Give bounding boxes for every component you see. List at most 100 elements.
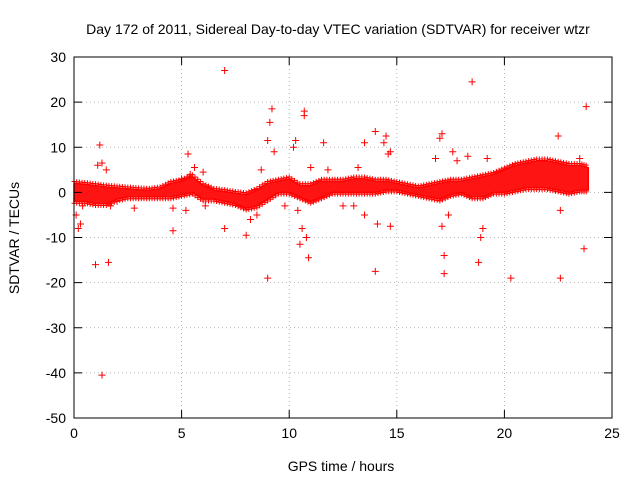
band-edge-marker	[168, 196, 174, 202]
band-edge-marker	[294, 195, 300, 201]
data-points	[72, 67, 590, 379]
y-tick-label: -50	[46, 410, 66, 426]
data-point	[270, 148, 278, 156]
band-edge-marker	[267, 196, 273, 202]
band-edge-marker	[171, 178, 177, 184]
chart-title: Day 172 of 2011, Sidereal Day-to-day VTE…	[86, 21, 590, 37]
band-edge-marker	[370, 176, 376, 182]
band-edge-marker	[305, 199, 311, 205]
band-edge-marker	[461, 192, 467, 198]
band-edge-marker	[246, 206, 252, 212]
band-edge-marker	[431, 197, 437, 203]
band-edge-marker	[254, 205, 260, 211]
band-edge-marker	[415, 193, 421, 199]
band-edge-marker	[345, 175, 351, 181]
data-point	[475, 258, 483, 266]
band-edge-marker	[558, 189, 564, 195]
band-edge-marker	[265, 198, 271, 204]
data-point	[290, 143, 298, 151]
data-point	[438, 222, 446, 230]
band-edge-marker	[418, 194, 424, 200]
band-edge-marker	[442, 196, 448, 202]
data-point	[453, 157, 461, 165]
data-point	[191, 164, 199, 172]
band-edge-marker	[553, 188, 559, 194]
band-edge-marker	[292, 193, 298, 199]
band-edge-marker	[458, 176, 464, 182]
band-edge-marker	[230, 202, 236, 208]
band-edge-marker	[458, 191, 464, 197]
data-point	[266, 118, 274, 126]
data-point	[76, 220, 84, 228]
data-point	[298, 224, 306, 232]
band-edge-marker	[485, 171, 491, 177]
band-edge-marker	[243, 207, 249, 213]
data-point	[386, 148, 394, 156]
band-edge-marker	[555, 189, 561, 195]
band-edge-marker	[173, 195, 179, 201]
band-edge-marker	[227, 201, 233, 207]
band-edge-marker	[270, 195, 276, 201]
band-edge-marker	[434, 179, 440, 185]
band-edge-marker	[518, 188, 524, 194]
band-edge-marker	[555, 158, 561, 164]
data-point	[96, 141, 104, 149]
data-point	[444, 211, 452, 219]
data-point	[468, 78, 476, 86]
band-edge-marker	[461, 176, 467, 182]
band-edge-marker	[496, 167, 502, 173]
data-point	[479, 224, 487, 232]
band-edge-marker	[509, 189, 515, 195]
band-edge-marker	[405, 181, 411, 187]
band-edge-marker	[437, 198, 443, 204]
band-edge-marker	[251, 186, 257, 192]
x-axis-label: GPS time / hours	[288, 458, 395, 474]
band-edge-marker	[189, 191, 195, 197]
band-edge-marker	[504, 164, 510, 170]
band-edge-marker	[117, 197, 123, 203]
band-edge-marker	[515, 188, 521, 194]
band-edge-marker	[520, 159, 526, 165]
band-edge-marker	[571, 190, 577, 196]
data-point	[361, 139, 369, 147]
data-point	[199, 168, 207, 176]
band-edge-marker	[426, 181, 432, 187]
data-point	[440, 270, 448, 278]
band-edge-marker	[181, 193, 187, 199]
data-point	[464, 152, 472, 160]
data-point	[169, 227, 177, 235]
band-edge-marker	[421, 195, 427, 201]
data-point	[268, 105, 276, 113]
band-edge-marker	[431, 180, 437, 186]
data-point	[582, 103, 590, 111]
band-edge-marker	[119, 197, 125, 203]
data-point	[264, 136, 272, 144]
band-edge-marker	[480, 196, 486, 202]
data-point	[339, 202, 347, 210]
band-edge-marker	[491, 170, 497, 176]
band-edge-marker	[410, 182, 416, 188]
band-edge-marker	[526, 158, 532, 164]
y-tick-label: -20	[46, 275, 66, 291]
band-edge-marker	[488, 192, 494, 198]
band-edge-marker	[192, 193, 198, 199]
band-edge-marker	[249, 188, 255, 194]
band-edge-marker	[364, 175, 370, 181]
band-edge-marker	[466, 175, 472, 181]
data-point	[130, 204, 138, 212]
band-edge-marker	[176, 194, 182, 200]
band-edge-marker	[308, 200, 314, 206]
band-edge-marker	[378, 190, 384, 196]
band-edge-marker	[273, 193, 279, 199]
band-edge-marker	[257, 184, 263, 190]
y-tick-label: -30	[46, 320, 66, 336]
band-edge-marker	[259, 201, 265, 207]
band-edge-marker	[206, 183, 211, 189]
band-edge-marker	[507, 190, 513, 196]
data-point	[292, 136, 300, 144]
data-point	[556, 206, 564, 214]
band-edge-marker	[243, 190, 249, 196]
data-point	[436, 134, 444, 142]
band-edge-marker	[184, 192, 190, 198]
